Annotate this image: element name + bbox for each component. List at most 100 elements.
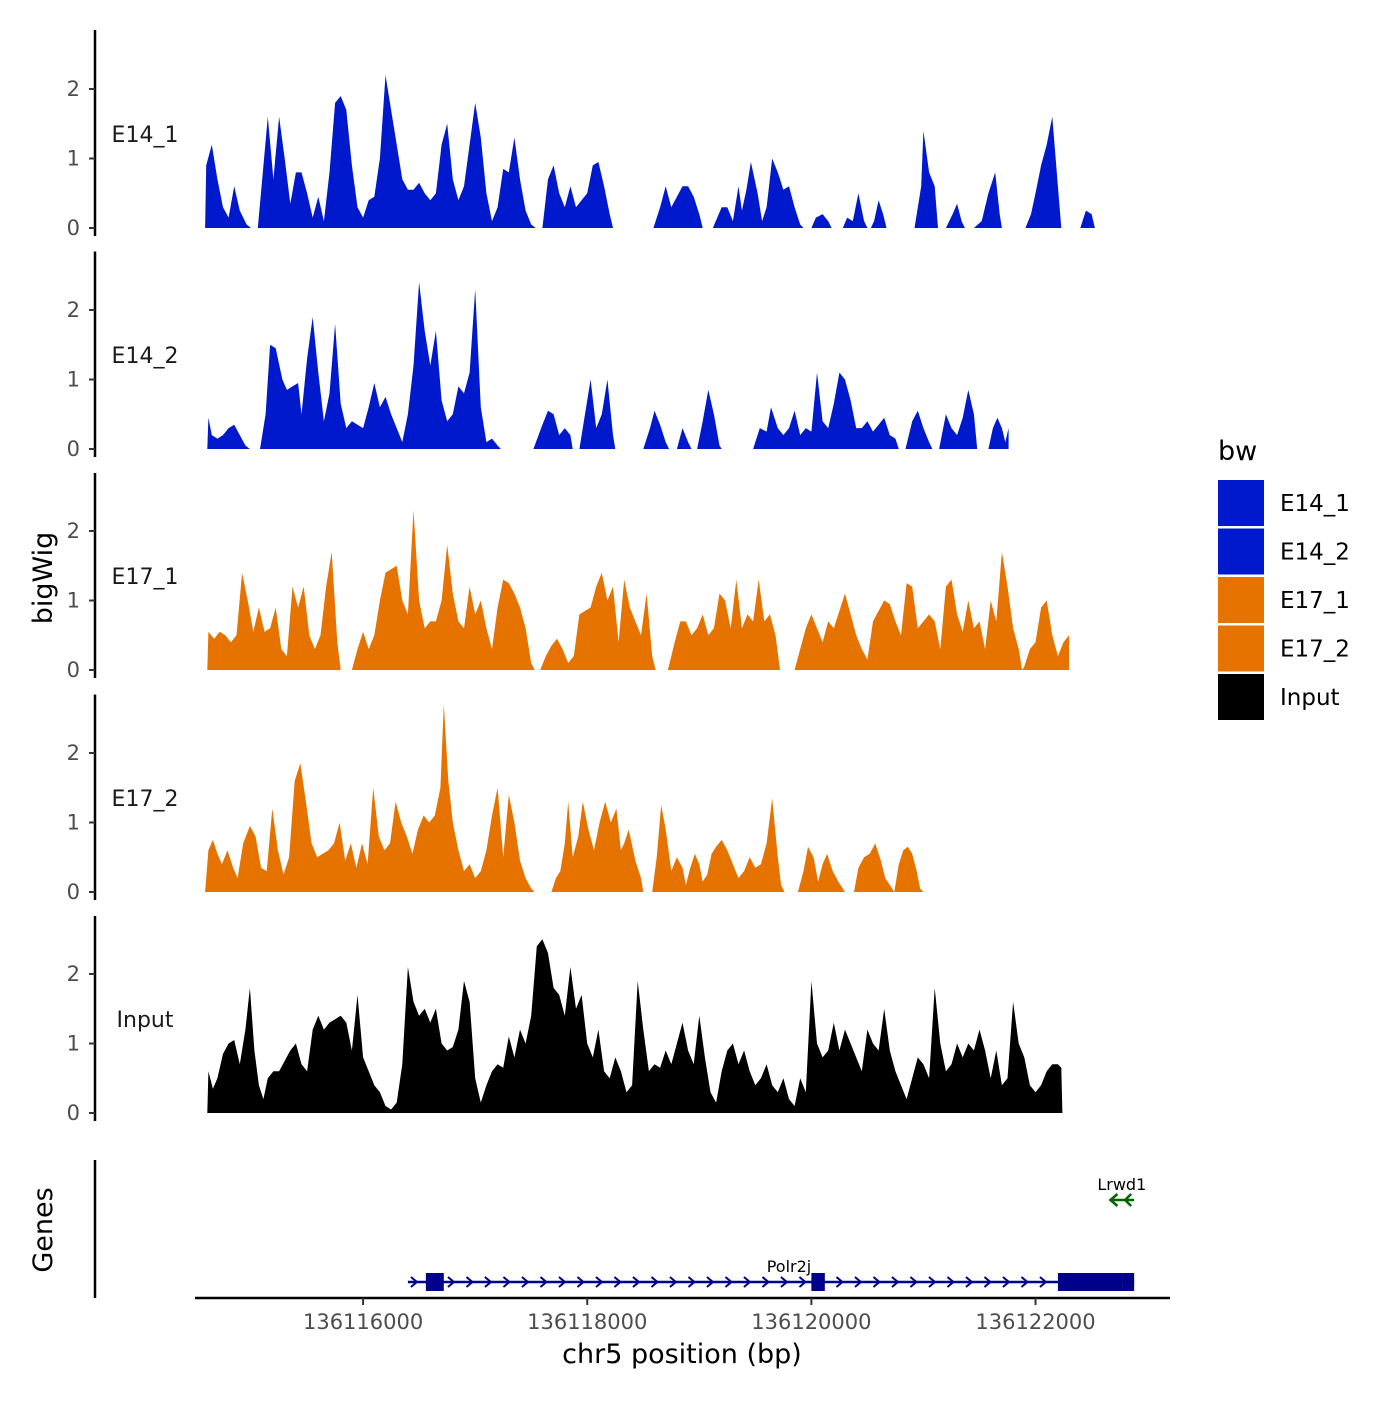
strand-arrow	[909, 1276, 918, 1288]
x-axis: chr5 position (bp) 136116000 136118000 136…	[195, 1296, 1170, 1370]
y-tick-label: 0	[67, 437, 80, 461]
legend-swatch	[1218, 528, 1264, 575]
genes-axis-title: Genes	[28, 1187, 59, 1272]
strand-arrow	[576, 1276, 585, 1288]
legend-swatch	[1218, 480, 1264, 526]
strand-arrow	[946, 1276, 955, 1288]
x-axis-title: chr5 position (bp)	[562, 1339, 802, 1370]
strand-arrow	[798, 1276, 807, 1288]
strand-arrow	[761, 1276, 770, 1288]
strand-arrow	[872, 1276, 881, 1288]
genes-panel: Genes Polr2j Lrwd1	[28, 1160, 1146, 1298]
signal-area-E14_1	[205, 75, 1095, 228]
strand-arrow	[521, 1276, 530, 1288]
strand-arrow	[854, 1276, 863, 1288]
strand-arrow	[484, 1276, 493, 1288]
legend: bw E14_1 E14_2 E17_1 E17_2 Input	[1218, 436, 1350, 720]
strand-arrow	[965, 1276, 974, 1288]
legend-label: E17_1	[1280, 588, 1350, 614]
tracks-layer: 0 1 2 E14_1 0 1 2 E14_2 0 1 2 E17_1 0 1 2 E17_2 0 1 2 Input	[67, 30, 1095, 1125]
legend-swatch	[1218, 674, 1264, 720]
strand-arrow	[669, 1276, 678, 1288]
signal-area-E17_2	[205, 704, 924, 892]
strand-arrow	[613, 1276, 622, 1288]
gene-exon	[425, 1273, 444, 1291]
y-tick-label: 2	[67, 298, 80, 322]
y-tick-label: 1	[67, 1032, 80, 1056]
track-E14_2: 0 1 2 E14_2	[67, 251, 1009, 461]
track-label: E14_1	[112, 123, 179, 148]
y-tick-label: 1	[67, 811, 80, 835]
signal-area-E17_1	[207, 510, 1070, 670]
track-E17_2: 0 1 2 E17_2	[67, 694, 924, 904]
signal-area-E14_2	[207, 282, 1009, 449]
strand-arrow	[650, 1276, 659, 1288]
y-tick-label: 2	[67, 519, 80, 543]
track-Input: 0 1 2 Input	[67, 916, 1063, 1125]
legend-item-input: Input	[1218, 674, 1340, 720]
strand-arrow	[595, 1276, 604, 1288]
y-tick-label: 2	[67, 77, 80, 101]
track-E17_1: 0 1 2 E17_1	[67, 473, 1070, 682]
y-tick-label: 0	[67, 1101, 80, 1125]
y-tick-label: 0	[67, 880, 80, 904]
legend-label: E14_2	[1280, 540, 1350, 566]
track-label: E17_1	[112, 565, 179, 590]
legend-swatch	[1218, 577, 1264, 623]
strand-arrow	[780, 1276, 789, 1288]
strand-arrow	[1020, 1276, 1029, 1288]
legend-swatch	[1218, 625, 1264, 672]
legend-item-e17_1: E17_1	[1218, 577, 1350, 623]
strand-arrow	[465, 1276, 474, 1288]
gene-exon	[1057, 1273, 1123, 1291]
x-tick-label: 136122000	[975, 1310, 1095, 1334]
legend-item-e14_2: E14_2	[1218, 528, 1350, 575]
strand-arrow	[1108, 1193, 1119, 1207]
strand-arrow	[724, 1276, 733, 1288]
legend-label: E17_2	[1280, 637, 1350, 663]
strand-arrow	[410, 1276, 419, 1288]
y-axis-title: bigWig	[28, 532, 59, 625]
x-tick-label: 136116000	[303, 1310, 423, 1334]
strand-arrow	[835, 1276, 844, 1288]
strand-arrow	[1123, 1193, 1133, 1207]
gene-lrwd1: Lrwd1	[1097, 1175, 1146, 1207]
y-tick-label: 1	[67, 589, 80, 613]
y-tick-label: 1	[67, 368, 80, 392]
gene-exon	[811, 1273, 825, 1291]
strand-arrow	[706, 1276, 715, 1288]
legend-item-e17_2: E17_2	[1218, 625, 1350, 672]
strand-arrow	[928, 1276, 937, 1288]
y-tick-label: 2	[67, 741, 80, 765]
legend-label: Input	[1280, 685, 1340, 711]
strand-arrow	[983, 1276, 992, 1288]
legend-label: E14_1	[1280, 491, 1350, 517]
y-tick-label: 2	[67, 962, 80, 986]
y-tick-label: 0	[67, 216, 80, 240]
gene-label: Polr2j	[767, 1257, 812, 1276]
strand-arrow	[743, 1276, 752, 1288]
strand-arrow	[447, 1276, 456, 1288]
x-tick-label: 136120000	[751, 1310, 871, 1334]
gene-exon	[1122, 1273, 1135, 1291]
y-tick-label: 1	[67, 147, 80, 171]
track-label: Input	[117, 1008, 174, 1033]
strand-arrow	[632, 1276, 641, 1288]
strand-arrow	[891, 1276, 900, 1288]
y-tick-label: 0	[67, 658, 80, 682]
track-label: E17_2	[112, 787, 179, 812]
signal-area-Input	[207, 939, 1063, 1113]
strand-arrow	[558, 1276, 567, 1288]
track-E14_1: 0 1 2 E14_1	[67, 30, 1095, 240]
strand-arrow	[502, 1276, 511, 1288]
strand-arrow	[539, 1276, 548, 1288]
strand-arrow	[1039, 1276, 1048, 1288]
strand-arrow	[687, 1276, 696, 1288]
gene-label: Lrwd1	[1097, 1175, 1146, 1194]
legend-title: bw	[1218, 436, 1257, 467]
x-tick-label: 136118000	[527, 1310, 647, 1334]
track-label: E14_2	[112, 344, 179, 369]
strand-arrow	[1002, 1276, 1011, 1288]
